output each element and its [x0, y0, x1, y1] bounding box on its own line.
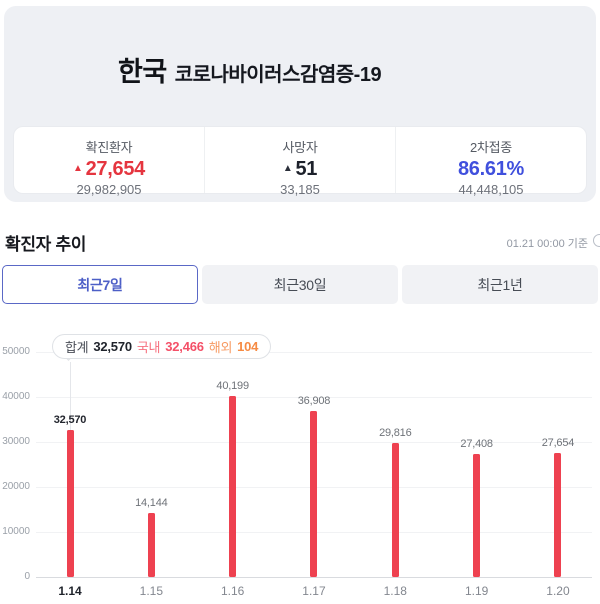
x-axis-tick-label: 1.16 — [220, 584, 245, 598]
page-title: 한국 코로나바이러스감염증-19 — [118, 50, 382, 89]
up-arrow-icon: ▲ — [73, 163, 83, 174]
x-axis-tick-label: 1.18 — [383, 584, 407, 598]
bar-1.17[interactable] — [310, 410, 318, 577]
stat-confirmed: 확진환자 ▲ 27,654 29,982,905 — [14, 127, 204, 197]
y-axis-tick-label: 20000 — [2, 481, 30, 492]
tooltip-overseas-label: 해외 — [208, 340, 233, 355]
stat-second-dose: 2차접종 86.61% 44,448,105 — [395, 127, 586, 197]
bar-1.20[interactable] — [554, 452, 562, 577]
bar-1.18[interactable] — [391, 442, 399, 577]
y-axis-tick-label: 40000 — [2, 391, 30, 402]
chart-tooltip: 합계 32,570 국내 32,466 해외 104 — [52, 334, 272, 359]
bar-value-label: 27,654 — [541, 436, 575, 449]
tab-recent-1year[interactable]: 최근1년 — [402, 265, 598, 304]
stat-second-dose-delta: 86.61% — [457, 158, 525, 180]
bar-value-label: 14,144 — [135, 497, 168, 510]
stat-confirmed-total: 29,982,905 — [76, 182, 142, 197]
bar-1.19[interactable] — [473, 453, 481, 577]
bar-value-label: 40,199 — [216, 380, 249, 393]
x-axis-tick-label: 1.20 — [546, 584, 570, 598]
info-icon[interactable] — [593, 234, 600, 247]
stat-deaths-value: ▲ 51 — [282, 158, 318, 180]
stat-second-dose-label: 2차접종 — [470, 140, 512, 155]
y-axis-tick-label: 30000 — [2, 436, 30, 447]
confirmed-trend-chart: 합계 32,570 국내 32,466 해외 104 0 10000 20000 30… — [0, 330, 600, 604]
bar-value-label: 36,908 — [297, 394, 331, 407]
x-axis-tick-label: 1.15 — [139, 584, 163, 598]
x-axis-tick-label: 1.17 — [302, 584, 326, 598]
bar-value-label: 32,570 — [53, 414, 87, 427]
y-axis-tick-label: 10000 — [2, 526, 30, 537]
stat-deaths-delta: 51 — [295, 158, 318, 180]
stat-second-dose-value: 86.61% — [458, 159, 524, 179]
stat-deaths: 사망자 ▲ 51 33,185 — [204, 127, 395, 197]
tooltip-overseas-value: 104 — [237, 339, 259, 354]
stat-confirmed-label: 확진환자 — [85, 140, 133, 155]
bar-value-label: 29,816 — [379, 426, 412, 439]
stat-confirmed-delta: 27,654 — [85, 158, 146, 180]
stat-deaths-total: 33,185 — [280, 182, 320, 197]
tab-recent-30days[interactable]: 최근30일 — [202, 265, 398, 304]
country-name: 한국 — [118, 57, 167, 87]
header-card: 한국 코로나바이러스감염증-19 확진환자 ▲ 27,654 29,982,90… — [4, 6, 596, 202]
disease-name: 코로나바이러스감염증-19 — [174, 64, 382, 86]
x-axis-line — [36, 577, 592, 578]
stat-deaths-label: 사망자 — [282, 140, 318, 155]
bar-1.16[interactable] — [229, 396, 237, 577]
bar-1.15[interactable] — [147, 513, 155, 577]
bar-value-label: 27,408 — [460, 437, 493, 450]
y-axis-tick-label: 0 — [24, 571, 30, 582]
as-of-label: 01.21 00:00 기준 — [506, 238, 588, 250]
y-axis-tick-label: 50000 — [2, 346, 30, 357]
bar-1.14[interactable] — [66, 430, 74, 577]
tab-recent-7days[interactable]: 최근7일 — [2, 265, 198, 304]
tooltip-domestic-label: 국내 — [136, 340, 161, 355]
tooltip-total-value: 32,570 — [93, 339, 132, 354]
stats-card: 확진환자 ▲ 27,654 29,982,905 사망자 ▲ 51 33,185… — [13, 126, 587, 197]
tooltip-domestic-value: 32,466 — [165, 339, 204, 354]
x-axis-tick-label: 1.19 — [464, 584, 489, 598]
x-axis-tick-label: 1.14 — [58, 584, 82, 598]
gridline — [36, 397, 592, 398]
tooltip-total-label: 합계 — [65, 340, 89, 355]
stat-second-dose-total: 44,448,105 — [458, 182, 524, 197]
section-title: 확진자 추이 — [5, 235, 87, 254]
stat-confirmed-value: ▲ 27,654 — [73, 159, 145, 179]
up-arrow-icon: ▲ — [282, 163, 293, 174]
period-tabs: 최근7일 최근30일 최근1년 — [2, 265, 598, 304]
gridline — [36, 352, 592, 353]
